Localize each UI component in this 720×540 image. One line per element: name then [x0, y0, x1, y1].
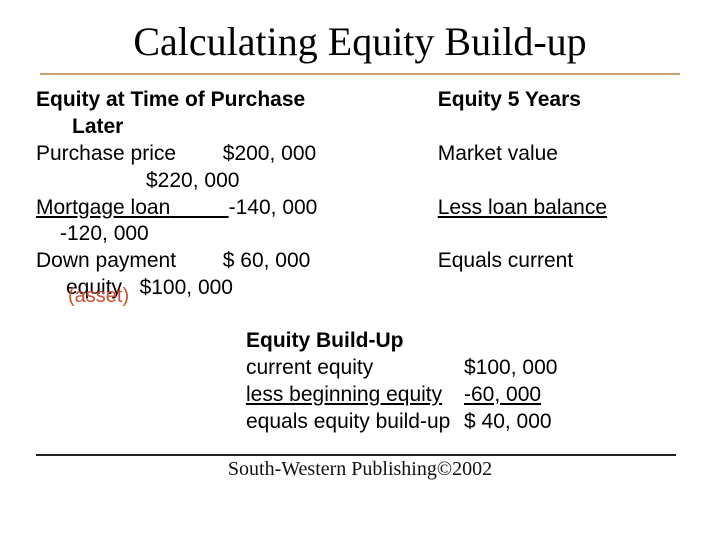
left-heading: Equity at Time of Purchase [36, 87, 438, 114]
buildup-title: Equity Build-Up [246, 328, 684, 355]
slide-title: Calculating Equity Build-up [0, 0, 720, 73]
footer-text: South-Western Publishing©2002 [0, 458, 720, 481]
title-rule [40, 73, 680, 75]
footer-rule [36, 454, 676, 456]
row-2: Mortgage loan -140, 000 Less loan balanc… [36, 195, 684, 222]
row-1: Purchase price $200, 000 Market value [36, 141, 684, 168]
content-area: Equity at Time of Purchase Equity 5 Year… [0, 87, 720, 436]
equity-buildup-block: Equity Build-Up current equity$100, 000 … [36, 302, 684, 436]
right-heading: Equity 5 Years [438, 87, 684, 114]
asset-overlay-text: (asset) [68, 285, 129, 308]
row-3: Down payment $ 60, 000 Equals current [36, 248, 684, 275]
heading-continuation: Later [36, 114, 438, 141]
